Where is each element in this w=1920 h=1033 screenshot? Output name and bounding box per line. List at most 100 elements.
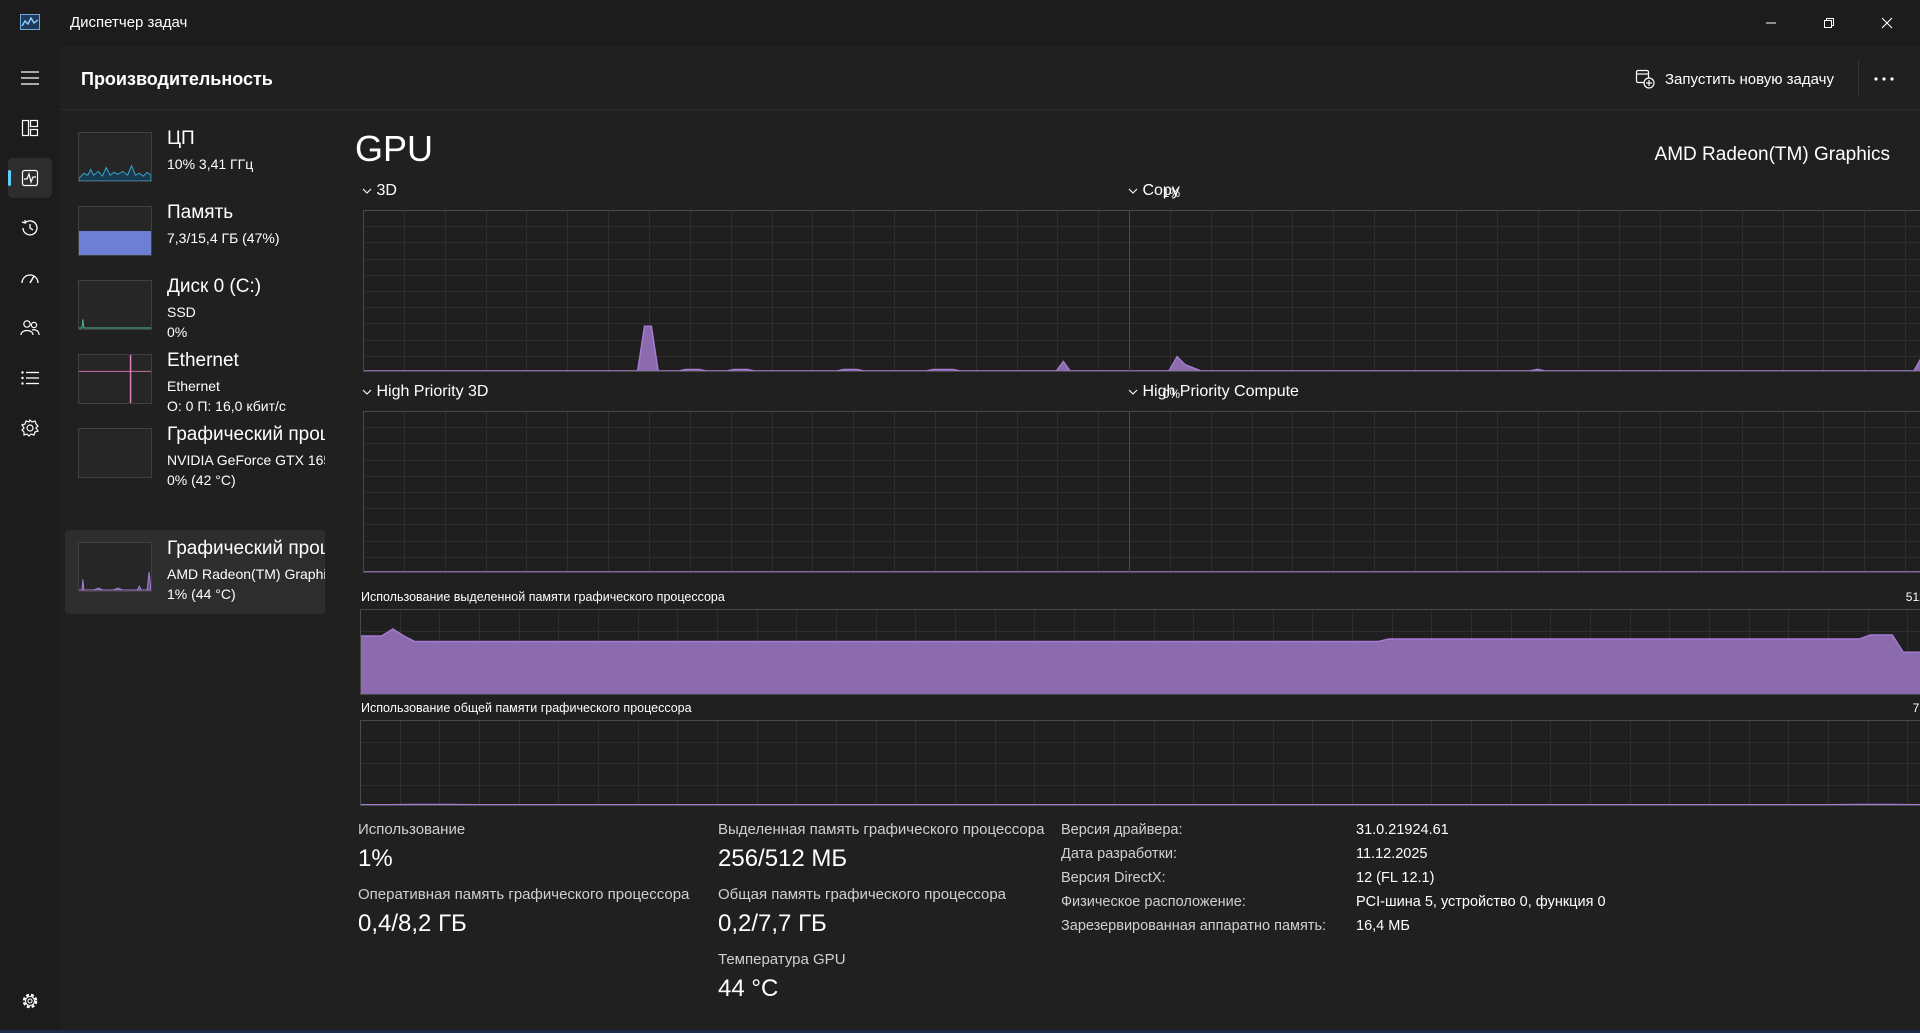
chevron-down-icon	[1128, 188, 1138, 194]
engine-selector-copy[interactable]: Copy	[1128, 182, 1180, 200]
close-button[interactable]	[1858, 0, 1916, 46]
engine-selector-high-priority-compute[interactable]: High Priority Compute	[1128, 383, 1299, 401]
engine-selector-high-priority-3d[interactable]: High Priority 3D	[362, 383, 488, 401]
nav-details[interactable]	[8, 358, 52, 398]
gpu-heading: GPU	[355, 128, 434, 169]
run-new-task-button[interactable]: Запустить новую задачу	[1635, 62, 1834, 96]
more-icon	[1874, 77, 1894, 81]
engine-label: High Priority Compute	[1142, 383, 1299, 400]
engine-graph-3d	[363, 210, 1180, 372]
graph-border	[1129, 411, 1920, 573]
gpu-temperature-value: 44 °C	[718, 975, 779, 1002]
startup-icon	[21, 274, 39, 284]
device-detail: SSD	[167, 304, 196, 320]
hamburger-menu-button[interactable]	[8, 58, 52, 98]
window-title: Диспетчер задач	[70, 14, 188, 31]
engine-graph-copy	[1129, 210, 1920, 372]
disk-thumbnail-graph	[78, 280, 152, 330]
device-detail: О: 0 П: 16,0 кбит/с	[167, 398, 286, 414]
dedicated-memory-max: 512 МБ	[1905, 590, 1920, 604]
device-detail: 10% 3,41 ГГц	[167, 156, 254, 172]
task-manager-app-icon	[20, 14, 40, 30]
series-area	[360, 629, 1920, 695]
engine-value: 0%	[1162, 387, 1180, 401]
nav-users[interactable]	[8, 308, 52, 348]
engine-label: Copy	[1142, 182, 1180, 199]
driver-date-value: 11.12.2025	[1356, 846, 1428, 862]
dedicated-memory-graph-label: Использование выделенной памяти графичес…	[361, 590, 725, 604]
series-line	[360, 628, 1920, 653]
dedicated-memory-value: 256/512 МБ	[718, 845, 848, 872]
device-item-cpu[interactable]: ЦП 10% 3,41 ГГц	[65, 120, 325, 204]
services-icon	[21, 418, 39, 437]
dedicated-memory-graph	[360, 609, 1920, 695]
navigation-rail	[0, 46, 60, 1033]
chevron-down-icon	[1128, 389, 1138, 395]
device-detail: Ethernet	[167, 378, 220, 394]
device-item-gpu1[interactable]: Графический процессор 1 AMD Radeon(TM) G…	[65, 530, 325, 614]
directx-version-value: 12 (FL 12.1)	[1356, 870, 1435, 886]
main-panel: Производительность Запустить новую задач…	[60, 46, 1920, 1033]
device-item-ethernet[interactable]: Ethernet Ethernet О: 0 П: 16,0 кбит/с	[65, 342, 325, 426]
nav-settings[interactable]	[8, 981, 52, 1021]
device-item-gpu0[interactable]: Графический процессор 0 NVIDIA GeForce G…	[65, 416, 325, 500]
nav-app-history[interactable]	[8, 208, 52, 248]
device-name: Ethernet	[167, 350, 239, 371]
shared-memory-value: 0,2/7,7 ГБ	[718, 910, 827, 937]
minimize-button[interactable]	[1742, 0, 1800, 46]
memory-thumbnail-graph	[78, 206, 152, 256]
engine-label: High Priority 3D	[376, 383, 489, 400]
dedicated-memory-label: Выделенная память графического процессор…	[718, 821, 1045, 838]
restore-button[interactable]	[1800, 0, 1858, 46]
chevron-down-icon	[362, 188, 372, 194]
directx-version-key: Версия DirectX:	[1061, 870, 1166, 886]
chevron-down-icon	[362, 389, 372, 395]
engine-value: 0%	[1836, 387, 1920, 401]
device-name: Графический процессор 1	[167, 538, 325, 559]
menu-icon	[21, 71, 39, 85]
graph-border	[360, 609, 1920, 695]
device-name: Диск 0 (C:)	[167, 276, 262, 297]
nav-processes[interactable]	[8, 108, 52, 148]
details-icon	[21, 371, 39, 385]
shared-memory-max: 7,7 ГБ	[1912, 701, 1920, 715]
driver-version-key: Версия драйвера:	[1061, 822, 1183, 838]
usage-value: 1%	[358, 845, 393, 872]
header-divider	[1858, 60, 1859, 96]
nav-performance[interactable]	[8, 158, 52, 198]
minimize-icon	[1766, 22, 1776, 24]
device-detail: NVIDIA GeForce GTX 1650	[167, 452, 325, 468]
device-detail: 0%	[167, 324, 188, 340]
shared-memory-graph-label: Использование общей памяти графического …	[361, 701, 692, 715]
engine-selector-3d[interactable]: 3D	[362, 182, 397, 200]
shared-memory-graph	[360, 720, 1920, 806]
gpu0-thumbnail-graph	[78, 428, 152, 478]
physical-location-value: PCI-шина 5, устройство 0, функция 0	[1356, 894, 1606, 910]
device-item-disk[interactable]: Диск 0 (C:) SSD 0%	[65, 268, 325, 352]
settings-icon	[22, 993, 38, 1009]
gpu-temperature-label: Температура GPU	[718, 951, 846, 968]
device-name: ЦП	[167, 128, 195, 149]
gpu1-thumbnail-graph	[78, 542, 152, 592]
engine-label: 3D	[376, 182, 397, 199]
physical-location-key: Физическое расположение:	[1061, 894, 1246, 910]
device-item-memory[interactable]: Память 7,3/15,4 ГБ (47%)	[65, 194, 325, 278]
device-detail: AMD Radeon(TM) Graphics	[167, 566, 325, 582]
more-options-button[interactable]	[1866, 62, 1902, 96]
page-title: Производительность	[81, 69, 273, 89]
engine-graph-high-priority-compute	[1129, 411, 1920, 573]
device-name: Графический процессор 0	[167, 424, 325, 445]
restore-icon	[1824, 18, 1834, 28]
cpu-thumbnail-graph	[78, 132, 152, 182]
gpu-ram-value: 0,4/8,2 ГБ	[358, 910, 467, 937]
nav-startup-apps[interactable]	[8, 258, 52, 298]
shared-memory-label: Общая память графического процессора	[718, 886, 1007, 903]
hardware-reserved-memory-value: 16,4 МБ	[1356, 918, 1410, 934]
device-detail: 0% (42 °C)	[167, 472, 236, 488]
driver-version-value: 31.0.21924.61	[1356, 822, 1449, 838]
graph-border	[360, 720, 1920, 806]
nav-services[interactable]	[8, 408, 52, 448]
device-detail: 7,3/15,4 ГБ (47%)	[167, 230, 280, 246]
close-icon	[1881, 17, 1893, 29]
users-icon	[20, 320, 40, 336]
